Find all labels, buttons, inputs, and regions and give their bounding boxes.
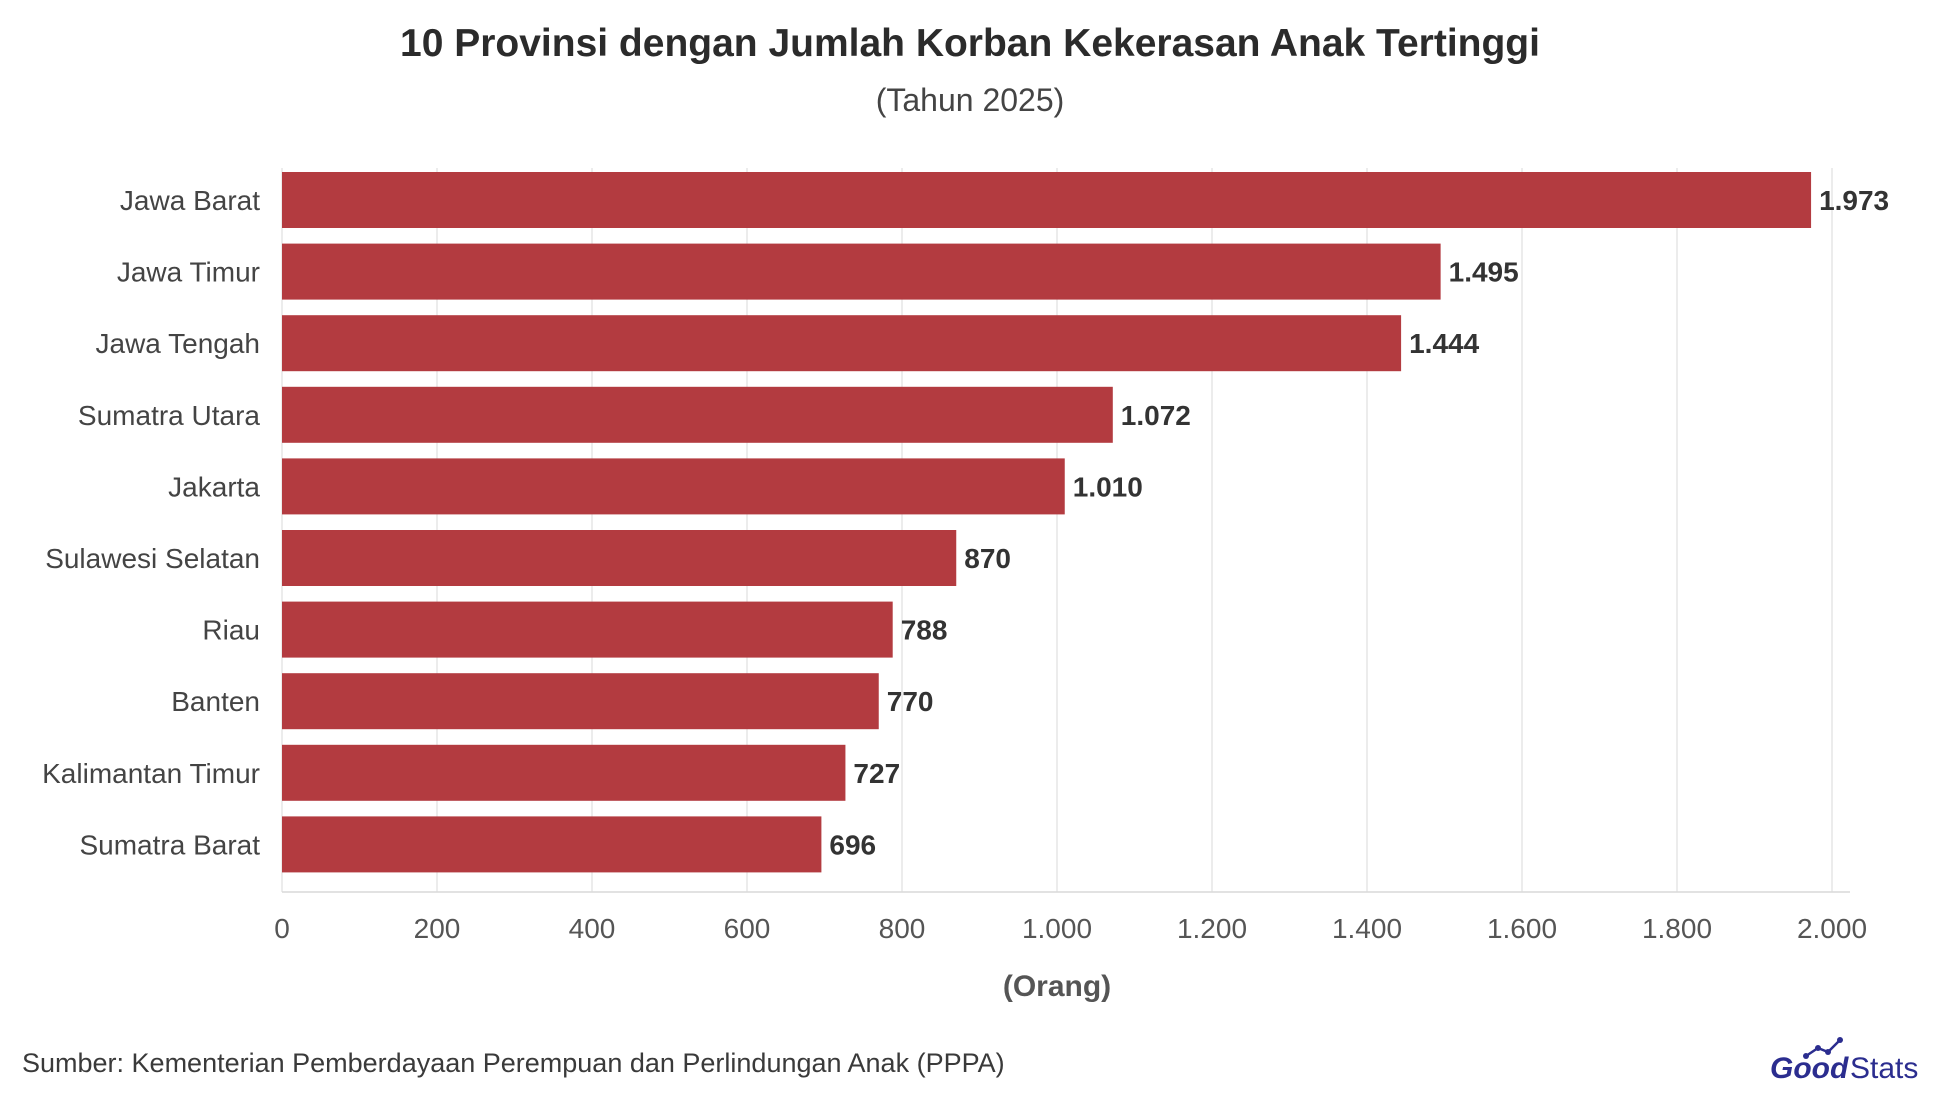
value-label: 1.010: [1073, 471, 1143, 502]
x-tick-label: 1.600: [1487, 913, 1557, 944]
logo-trend-icon: [1805, 1039, 1841, 1058]
bar: [282, 386, 1113, 443]
bar: [282, 172, 1812, 228]
value-label: 870: [964, 543, 1011, 574]
chart-subtitle: (Tahun 2025): [875, 82, 1065, 118]
category-label: Banten: [171, 686, 260, 717]
value-label: 696: [829, 829, 876, 860]
category-label: Sumatra Barat: [79, 829, 260, 860]
logo-good-text: Good: [1770, 1052, 1849, 1085]
x-tick-label: 200: [414, 913, 461, 944]
x-tick-label: 800: [879, 913, 926, 944]
logo-stats-text: Stats: [1850, 1052, 1918, 1085]
value-label: 727: [853, 758, 900, 789]
category-label: Riau: [202, 615, 260, 646]
category-label: Jawa Tengah: [96, 328, 261, 359]
bar: [282, 673, 879, 730]
x-tick-label: 2.000: [1797, 913, 1867, 944]
goodstats-logo: Good Stats: [1770, 1037, 1918, 1085]
category-label: Kalimantan Timur: [42, 758, 260, 789]
x-tick-label: 400: [569, 913, 616, 944]
bar: [282, 816, 822, 873]
x-tick-label: 0: [274, 913, 290, 944]
bar-chart: 0 200 400 600 800 1.000 1.200 1.400 1.600 1.800 2.…: [42, 168, 1889, 1003]
value-label: 1.072: [1121, 400, 1191, 431]
value-label: 1.495: [1449, 257, 1519, 288]
category-label: Jakarta: [168, 471, 260, 502]
bar: [282, 530, 957, 586]
x-tick-label: 600: [724, 913, 771, 944]
value-label: 770: [887, 686, 934, 717]
bar: [282, 243, 1441, 300]
chart-title: 10 Provinsi dengan Jumlah Korban Kekeras…: [400, 22, 1540, 65]
bar: [282, 744, 846, 801]
x-axis-title: (Orang): [1003, 970, 1111, 1003]
value-label: 1.973: [1819, 185, 1889, 216]
value-label: 1.444: [1409, 328, 1479, 359]
source-note: Sumber: Kementerian Pemberdayaan Perempu…: [22, 1048, 1005, 1078]
bar: [282, 601, 893, 658]
x-tick-label: 1.800: [1642, 913, 1712, 944]
category-label: Sulawesi Selatan: [45, 543, 260, 574]
x-tick-label: 1.400: [1332, 913, 1402, 944]
category-label: Jawa Timur: [117, 257, 260, 288]
logo-dot-icon: [1825, 1049, 1831, 1055]
x-tick-label: 1.200: [1177, 913, 1247, 944]
category-label: Sumatra Utara: [78, 400, 260, 431]
bar: [282, 458, 1065, 515]
x-tick-label: 1.000: [1022, 913, 1092, 944]
bar: [282, 315, 1402, 372]
logo-dot-icon: [1803, 1053, 1809, 1059]
logo-dot-icon: [1837, 1037, 1843, 1043]
logo-dot-icon: [1815, 1045, 1821, 1051]
value-label: 788: [901, 615, 948, 646]
category-label: Jawa Barat: [120, 185, 260, 216]
